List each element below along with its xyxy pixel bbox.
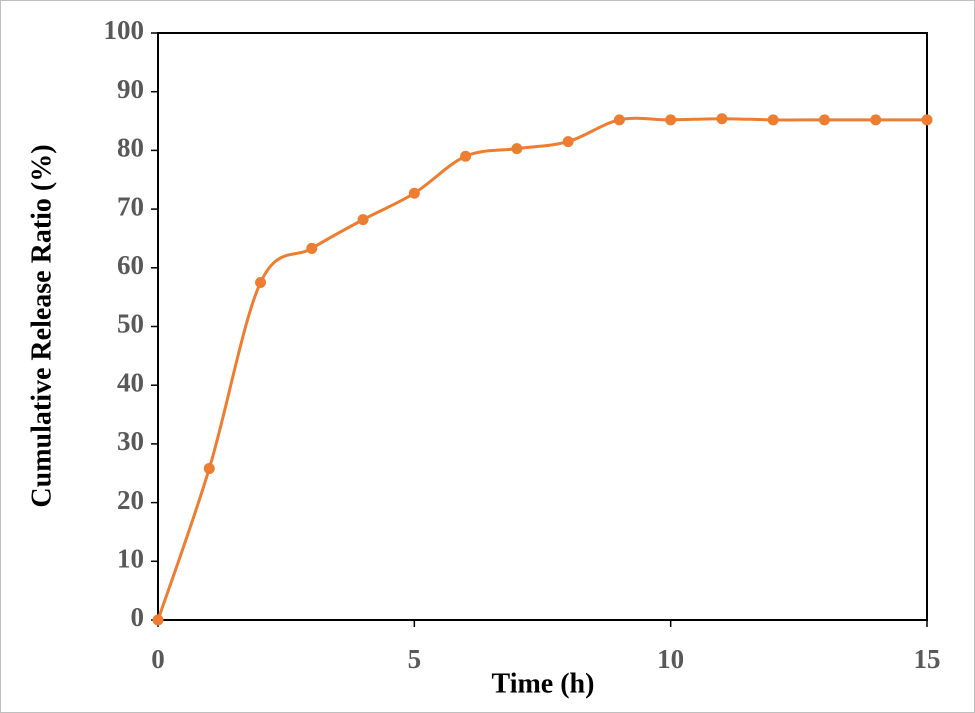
x-tick-label: 10: [657, 644, 684, 674]
data-point: [767, 114, 779, 126]
data-point: [613, 114, 625, 126]
y-tick-label: 60: [117, 250, 144, 280]
y-tick-label: 20: [117, 485, 144, 515]
y-tick-label: 50: [117, 309, 144, 339]
data-point: [203, 463, 215, 475]
y-tick-label: 10: [117, 544, 144, 574]
x-tick-label: 5: [408, 644, 422, 674]
x-tick-label: 15: [914, 644, 941, 674]
data-point: [255, 276, 267, 288]
data-point: [152, 614, 164, 626]
x-tick-label: 0: [151, 644, 165, 674]
y-tick-label: 30: [117, 426, 144, 456]
y-tick-label: 100: [104, 15, 145, 45]
data-point: [921, 114, 933, 126]
y-tick-label: 0: [131, 602, 145, 632]
y-tick-label: 40: [117, 367, 144, 397]
data-point: [562, 136, 574, 148]
y-axis-title: Cumulative Release Ratio (%): [26, 144, 57, 507]
y-tick-label: 80: [117, 133, 144, 163]
data-point: [511, 143, 523, 155]
data-line: [156, 116, 927, 621]
data-point: [716, 113, 728, 125]
y-tick-label: 90: [117, 74, 144, 104]
y-tick-label: 70: [117, 191, 144, 221]
data-point: [870, 114, 882, 126]
data-point: [460, 150, 472, 162]
data-point: [665, 114, 677, 126]
data-point: [357, 214, 369, 226]
data-point: [818, 114, 830, 126]
data-point: [408, 187, 420, 199]
x-axis-title: Time (h): [492, 668, 595, 699]
data-point: [306, 242, 318, 254]
